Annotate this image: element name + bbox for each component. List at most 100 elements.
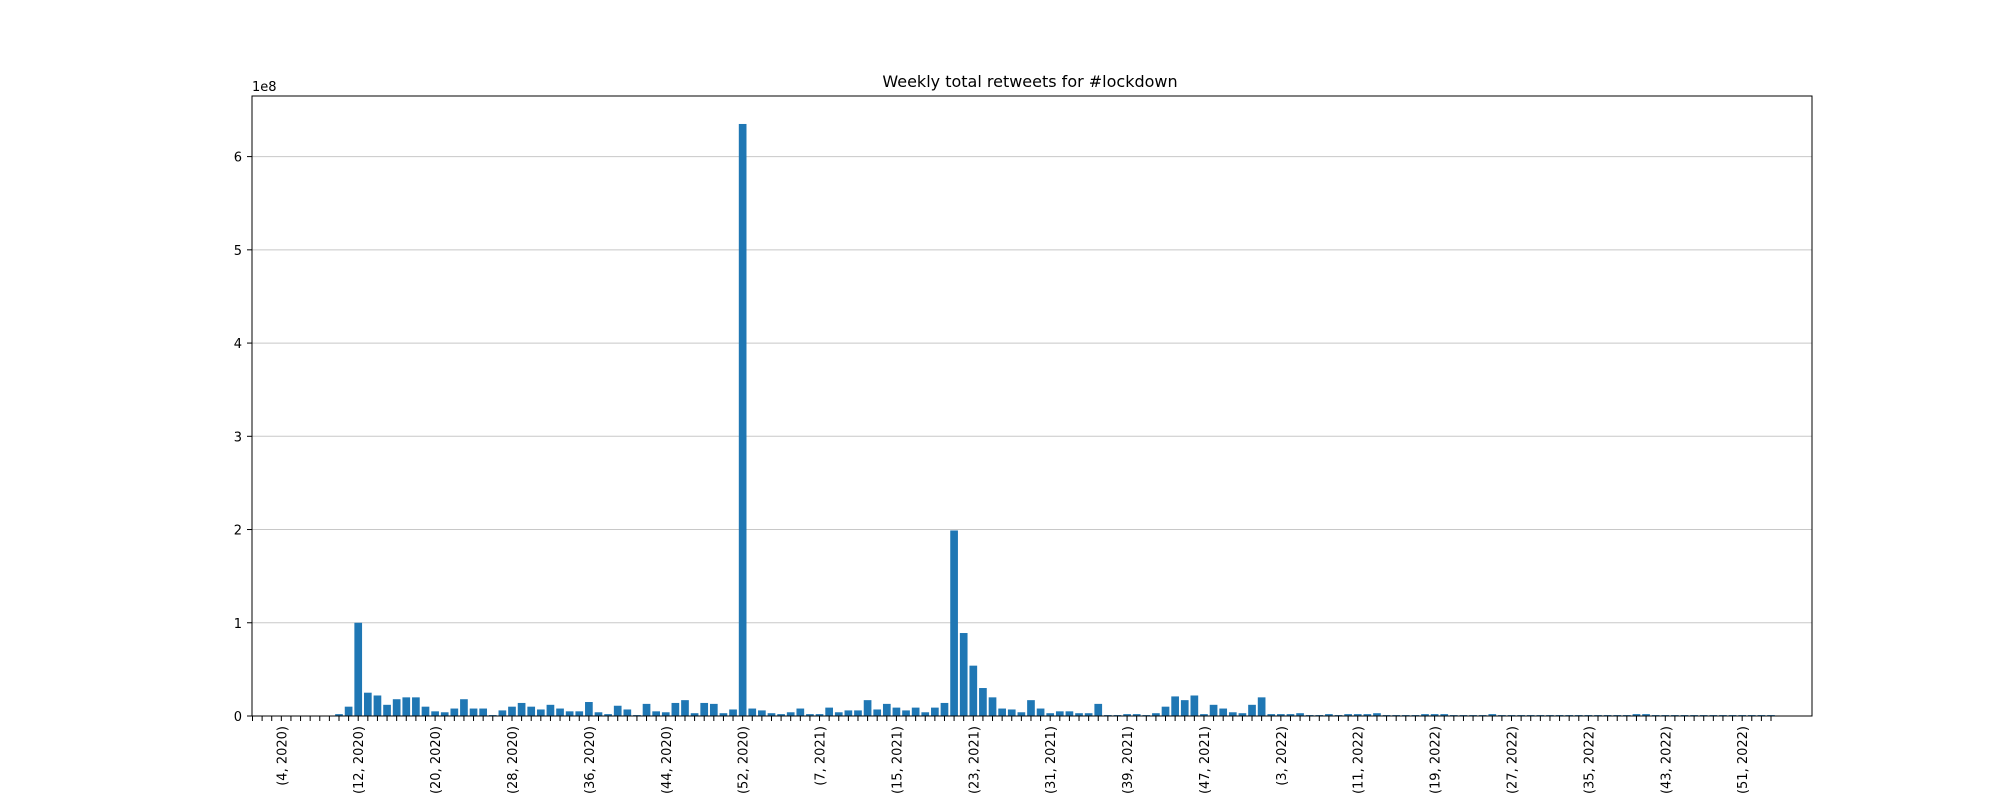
bar — [652, 711, 660, 716]
bar — [854, 710, 862, 716]
bar — [479, 708, 488, 716]
bar — [1017, 712, 1026, 716]
bar — [1190, 695, 1199, 716]
bar — [1228, 712, 1237, 716]
bar — [815, 714, 824, 716]
y-gridlines — [252, 156, 1812, 717]
bar — [1344, 714, 1352, 716]
bar — [1421, 714, 1429, 716]
bar — [940, 702, 949, 716]
bar — [363, 692, 372, 716]
x-tick-label: (4, 2020) — [275, 726, 290, 786]
bar — [758, 710, 766, 716]
bar — [1209, 704, 1218, 716]
bar — [1219, 708, 1228, 716]
bar — [1632, 714, 1641, 716]
bar — [1171, 696, 1179, 716]
bar — [796, 708, 805, 716]
bar — [902, 710, 910, 716]
bar — [1123, 714, 1131, 716]
chart-title: Weekly total retweets for #lockdown — [882, 72, 1177, 91]
bar-series — [335, 123, 1775, 717]
bar — [594, 712, 603, 716]
bar — [1267, 714, 1276, 716]
bar — [536, 709, 545, 716]
x-tick-label: (27, 2022) — [1506, 726, 1521, 794]
x-tick-label: (11, 2022) — [1352, 726, 1367, 794]
bar — [834, 712, 843, 716]
x-tick-label: (28, 2020) — [506, 726, 521, 794]
x-tick-label: (39, 2021) — [1121, 726, 1136, 794]
bar — [1325, 714, 1333, 716]
bar — [844, 710, 853, 716]
bar — [1440, 714, 1449, 716]
bar — [1027, 700, 1035, 716]
bar — [959, 633, 968, 716]
bar — [373, 695, 382, 716]
bar — [1296, 713, 1304, 716]
bar — [460, 699, 468, 716]
bar — [556, 708, 564, 716]
bar — [1363, 714, 1372, 716]
y-tick-label: 1 — [234, 617, 242, 632]
bar — [565, 711, 574, 716]
bar — [671, 702, 680, 716]
bar — [950, 530, 958, 716]
bar — [873, 709, 882, 716]
x-tick-label: (15, 2021) — [890, 726, 905, 794]
bar — [1152, 713, 1160, 716]
bar — [335, 714, 343, 716]
x-tick-label: (20, 2020) — [429, 726, 444, 794]
x-tick-label: (12, 2020) — [352, 726, 367, 794]
x-axis: (4, 2020) (12, 2020) (20, 2020) (28, 2020) (… — [252, 716, 1772, 794]
bar — [431, 711, 439, 716]
plot-frame — [251, 95, 1813, 717]
x-tick-label: (7, 2021) — [814, 726, 829, 786]
bar — [931, 707, 939, 716]
y-tick-label: 6 — [234, 151, 242, 166]
bar — [719, 713, 728, 716]
bar — [661, 712, 670, 716]
bar — [344, 706, 353, 716]
bar — [911, 707, 920, 716]
bar — [777, 714, 785, 716]
bar — [863, 700, 872, 716]
bar — [1180, 700, 1189, 716]
x-tick-label: (31, 2021) — [1044, 726, 1059, 794]
x-tick-label: (36, 2020) — [583, 726, 598, 794]
x-tick-label: (43, 2022) — [1659, 726, 1674, 794]
bar — [738, 123, 747, 717]
bar — [979, 688, 987, 716]
bar — [748, 708, 757, 716]
bar — [806, 714, 814, 716]
bar — [354, 622, 363, 716]
x-tick-label: (52, 2020) — [737, 726, 752, 794]
bar — [613, 705, 622, 716]
y-tick-label: 2 — [234, 524, 242, 539]
bar — [998, 708, 1006, 716]
bar — [1075, 713, 1083, 716]
bar — [527, 706, 536, 716]
bar — [1200, 714, 1208, 716]
bar — [604, 714, 612, 716]
bar — [1007, 709, 1016, 716]
bar — [700, 702, 709, 716]
x-tick-label: (47, 2021) — [1198, 726, 1213, 794]
bar — [508, 706, 516, 716]
bar — [1036, 708, 1045, 716]
bar — [412, 697, 420, 716]
bar — [709, 703, 718, 716]
bar — [1286, 714, 1295, 716]
y-tick-label: 5 — [234, 244, 242, 259]
bar — [642, 703, 651, 716]
bar — [1277, 714, 1285, 716]
bar — [921, 712, 930, 716]
bar — [392, 699, 401, 716]
y-tick-label: 0 — [234, 710, 242, 725]
bar — [969, 665, 978, 716]
x-tick-label: (3, 2022) — [1275, 726, 1290, 786]
bar — [1488, 714, 1497, 716]
bar — [1132, 714, 1141, 716]
